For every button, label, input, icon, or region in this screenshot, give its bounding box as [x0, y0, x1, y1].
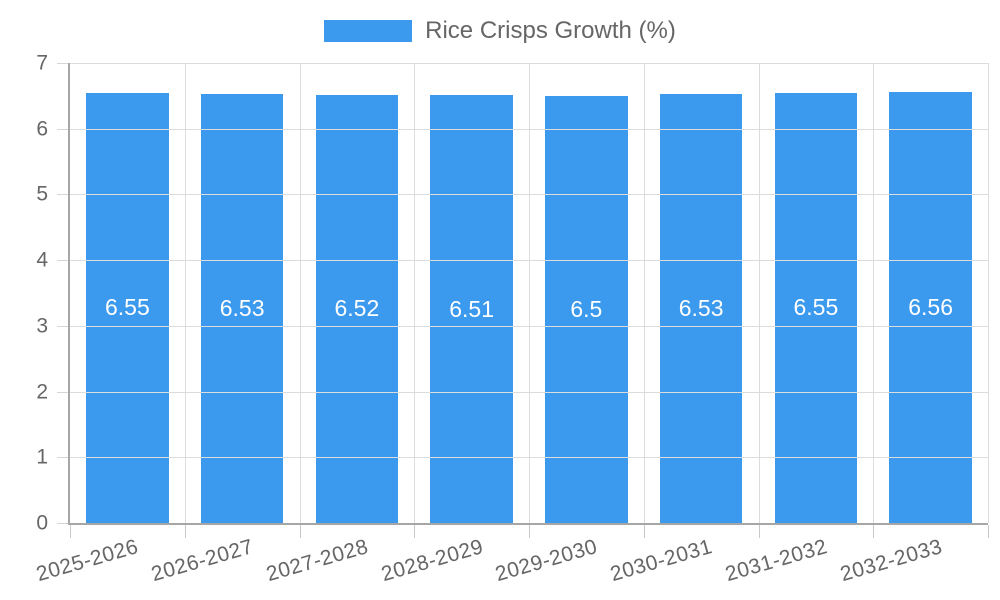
v-gridline — [529, 63, 530, 523]
y-axis-tick-label: 1 — [36, 445, 48, 469]
bar: 6.56 — [889, 91, 972, 523]
x-axis-tick — [758, 525, 760, 538]
legend-label: Rice Crisps Growth (%) — [425, 17, 676, 44]
category-cell: 6.56 2032-2033 — [837, 63, 988, 586]
bar: 6.51 — [430, 95, 513, 523]
legend[interactable]: Rice Crisps Growth (%) — [0, 17, 1000, 44]
category-cell: 6.5 2029-2030 — [493, 63, 644, 586]
bar: 6.52 — [315, 94, 399, 523]
v-gridline — [184, 63, 186, 523]
bar-value-label: 6.51 — [449, 295, 494, 322]
v-gridline — [299, 63, 301, 523]
x-axis-tick — [873, 525, 875, 538]
x-axis-tick — [643, 525, 645, 538]
plot-area: 6.55 2025-2026 6.53 2026-2027 6.52 2027-2028 6… — [34, 53, 989, 586]
y-axis-tick-label: 3 — [36, 314, 48, 338]
y-axis-tick — [57, 63, 68, 64]
y-axis-tick — [57, 391, 68, 393]
y-axis-tick — [57, 128, 68, 130]
x-axis-tick-label: 2029-2030 — [493, 535, 601, 587]
x-axis-tick-label: 2026-2027 — [148, 535, 257, 587]
x-axis-tick-label: 2030-2031 — [607, 535, 716, 587]
y-axis-tick-label: 2 — [36, 380, 48, 404]
x-axis-tick — [529, 525, 530, 538]
category-cell: 6.52 2027-2028 — [264, 63, 415, 586]
bar-value-label: 6.5 — [570, 295, 603, 322]
y-axis-tick — [57, 325, 68, 327]
bar: 6.53 — [659, 93, 743, 523]
bar-value-label: 6.55 — [104, 294, 150, 321]
category-cell: 6.55 2031-2032 — [723, 63, 874, 586]
bar-value-label: 6.56 — [908, 293, 953, 320]
bar-value-label: 6.53 — [219, 294, 265, 321]
category-cell: 6.55 2025-2026 — [34, 63, 185, 586]
y-axis-tick-label: 0 — [36, 511, 48, 535]
y-axis-tick-label: 5 — [36, 182, 48, 206]
v-gridline — [873, 63, 875, 523]
bar-value-label: 6.52 — [334, 295, 380, 322]
x-axis-tick — [299, 525, 301, 538]
category-cell: 6.53 2026-2027 — [149, 63, 300, 586]
x-axis-tick — [988, 525, 989, 538]
y-axis-tick-label: 7 — [36, 51, 48, 75]
bar: 6.55 — [86, 92, 169, 523]
y-axis-tick — [57, 194, 68, 196]
y-axis-tick — [57, 457, 68, 459]
x-axis-tick — [184, 525, 186, 538]
y-axis-tick-label: 4 — [36, 248, 48, 272]
y-axis-tick — [57, 260, 68, 262]
legend-swatch-icon — [324, 20, 413, 42]
bar-columns: 6.55 2025-2026 6.53 2026-2027 6.52 2027-2028 6… — [34, 63, 988, 586]
bar-value-label: 6.55 — [793, 294, 839, 321]
bar: 6.53 — [200, 93, 284, 523]
bar: 6.5 — [545, 95, 628, 523]
v-gridline — [414, 63, 416, 523]
y-axis-tick — [57, 523, 68, 524]
y-axis-tick-label: 6 — [36, 117, 48, 141]
category-cell: 6.51 2028-2029 — [378, 63, 529, 586]
x-axis-tick-label: 2027-2028 — [263, 535, 371, 587]
bar: 6.55 — [774, 92, 858, 523]
v-gridline — [758, 63, 760, 523]
x-axis-tick-label: 2028-2029 — [378, 535, 486, 587]
v-gridline — [988, 63, 989, 523]
v-gridline — [643, 63, 645, 523]
x-axis-tick-label: 2032-2033 — [837, 535, 945, 587]
x-axis-tick-label: 2031-2032 — [722, 535, 830, 587]
x-axis-tick — [70, 525, 71, 538]
x-axis-tick-label: 2025-2026 — [34, 535, 142, 587]
bar-value-label: 6.53 — [678, 294, 724, 321]
x-axis-tick — [414, 525, 416, 538]
category-cell: 6.53 2030-2031 — [608, 63, 759, 586]
